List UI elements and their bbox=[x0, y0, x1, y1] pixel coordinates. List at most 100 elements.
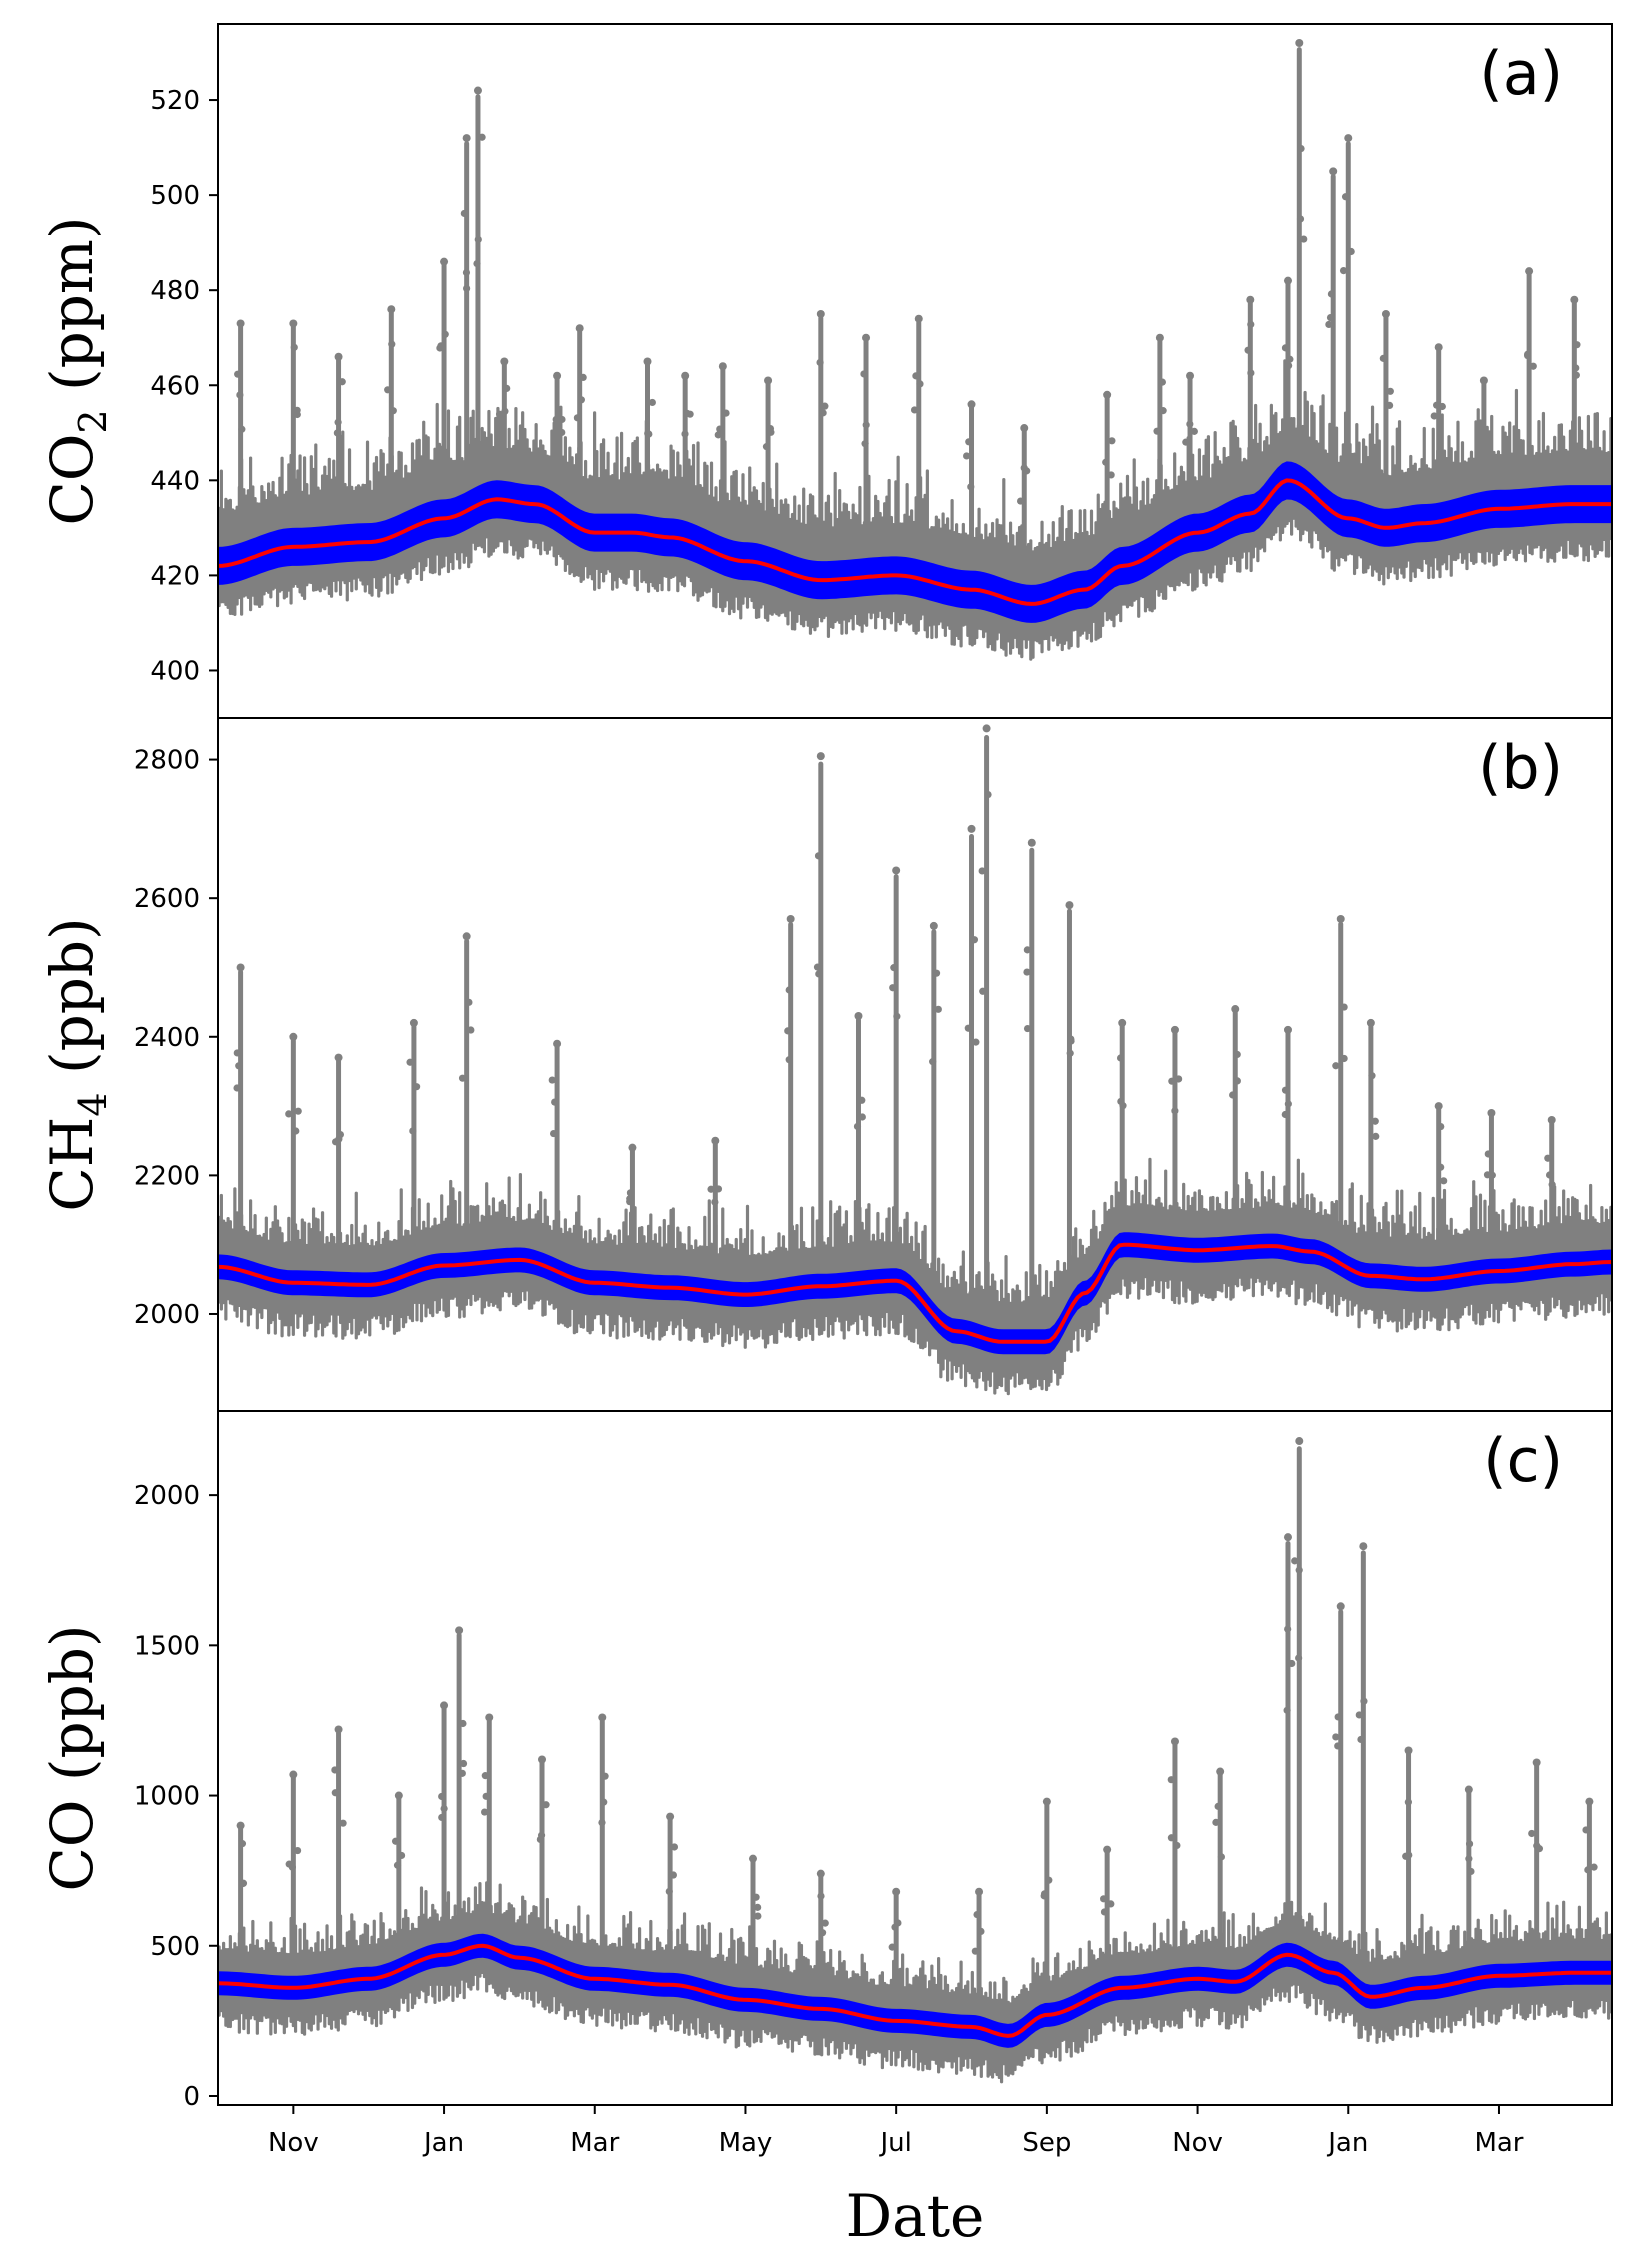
x-tick-label: Mar bbox=[1474, 2128, 1523, 2158]
observation-point bbox=[238, 425, 246, 433]
y-axis-title-subscript: 4 bbox=[71, 1092, 115, 1116]
observation-point bbox=[967, 483, 975, 491]
observation-point bbox=[1023, 1024, 1032, 1033]
observation-point bbox=[862, 421, 870, 429]
observation-point bbox=[459, 1719, 467, 1728]
observation-point bbox=[821, 1919, 829, 1927]
observation-point bbox=[929, 1058, 937, 1066]
y-axis-title-species: CH bbox=[38, 1117, 106, 1212]
observation-point bbox=[1023, 968, 1031, 976]
observation-point bbox=[816, 358, 824, 367]
observation-point bbox=[686, 410, 694, 418]
y-tick-label: 440 bbox=[150, 466, 200, 496]
observation-point bbox=[387, 305, 396, 314]
observation-point bbox=[536, 1835, 544, 1844]
observation-point bbox=[501, 407, 509, 415]
observation-point bbox=[858, 1096, 866, 1104]
observation-point bbox=[233, 1049, 241, 1057]
observation-point bbox=[1327, 290, 1336, 298]
observation-point bbox=[1246, 295, 1255, 304]
observation-point bbox=[1108, 437, 1116, 445]
observation-point bbox=[1168, 1077, 1176, 1085]
observation-point bbox=[670, 1843, 679, 1851]
observation-point bbox=[294, 1107, 302, 1115]
observation-point bbox=[754, 1903, 762, 1911]
observation-point bbox=[293, 410, 301, 419]
observation-point bbox=[752, 1893, 760, 1901]
observation-point bbox=[1440, 1177, 1448, 1185]
observation-point bbox=[1590, 1863, 1598, 1871]
observation-point bbox=[500, 357, 509, 366]
y-axis-title-species: CO bbox=[38, 1800, 106, 1892]
observation-point bbox=[1288, 1659, 1296, 1668]
y-tick-label: 1500 bbox=[134, 1631, 200, 1661]
observation-point bbox=[1366, 1018, 1375, 1027]
observation-point bbox=[967, 824, 976, 833]
observation-point bbox=[438, 1813, 446, 1822]
observation-point bbox=[575, 324, 584, 333]
observation-point bbox=[932, 969, 941, 977]
observation-point bbox=[963, 452, 971, 460]
observation-point bbox=[1332, 1062, 1340, 1070]
x-tick-label: May bbox=[719, 2128, 773, 2158]
observation-point bbox=[391, 1837, 400, 1845]
observation-point bbox=[1107, 1900, 1115, 1908]
observation-point bbox=[406, 1058, 414, 1066]
x-tick-label: Mar bbox=[570, 2128, 619, 2158]
y-axis-title-unit: (ppm) bbox=[38, 216, 106, 409]
observation-point bbox=[914, 314, 923, 323]
observation-point bbox=[648, 398, 656, 407]
observation-point bbox=[1247, 369, 1255, 377]
observation-point bbox=[409, 1127, 417, 1135]
observation-point bbox=[1355, 1711, 1363, 1719]
observation-point bbox=[601, 1772, 609, 1780]
observation-point bbox=[1295, 39, 1304, 48]
observation-point bbox=[1107, 471, 1115, 479]
observation-point bbox=[1283, 1706, 1291, 1714]
observation-point bbox=[1582, 1826, 1590, 1834]
observation-point bbox=[1158, 378, 1166, 386]
y-axis-title-species: CO bbox=[38, 434, 106, 526]
observation-point bbox=[1484, 430, 1492, 438]
observation-point bbox=[332, 1138, 340, 1146]
observation-point bbox=[1547, 1115, 1556, 1124]
observation-point bbox=[1118, 1018, 1127, 1027]
y-tick-label: 500 bbox=[150, 1932, 200, 1962]
observation-point bbox=[785, 986, 793, 994]
observation-point bbox=[236, 1821, 245, 1830]
observation-point bbox=[1584, 1866, 1592, 1874]
observation-point bbox=[892, 1887, 901, 1896]
observation-point bbox=[977, 1927, 985, 1936]
observation-point bbox=[389, 407, 397, 415]
observation-point bbox=[970, 936, 979, 944]
observation-point bbox=[815, 970, 823, 978]
observation-point bbox=[474, 235, 482, 244]
observation-point bbox=[1170, 1025, 1179, 1034]
observation-point bbox=[292, 1127, 300, 1135]
y-tick-label: 2400 bbox=[134, 1023, 200, 1053]
observation-point bbox=[1295, 1566, 1303, 1574]
observation-point bbox=[548, 1076, 556, 1084]
panel-label: (b) bbox=[1478, 733, 1563, 803]
observation-point bbox=[718, 362, 727, 371]
observation-point bbox=[238, 1840, 247, 1848]
observation-point bbox=[293, 1846, 302, 1855]
observation-point bbox=[1433, 401, 1441, 409]
observation-point bbox=[964, 1024, 972, 1032]
observation-point bbox=[478, 133, 486, 141]
observation-point bbox=[1572, 371, 1580, 379]
observation-point bbox=[1159, 407, 1167, 415]
observation-point bbox=[1297, 144, 1305, 153]
observation-point bbox=[459, 1759, 468, 1768]
observation-point bbox=[929, 921, 938, 930]
observation-point bbox=[1524, 350, 1532, 358]
y-axis-ticks: 400 420 440 460 480 500 520 bbox=[150, 86, 218, 686]
y-axis-ticks: 0 500 1000 1500 2000 bbox=[134, 1481, 218, 2112]
baseline-band-area bbox=[218, 1933, 1612, 2048]
trend-line bbox=[217, 478, 1612, 606]
observation-point bbox=[1020, 424, 1029, 433]
observation-point bbox=[458, 1769, 466, 1777]
observation-point bbox=[1548, 1181, 1556, 1189]
observation-point bbox=[552, 415, 560, 424]
observation-point bbox=[1544, 1154, 1552, 1162]
